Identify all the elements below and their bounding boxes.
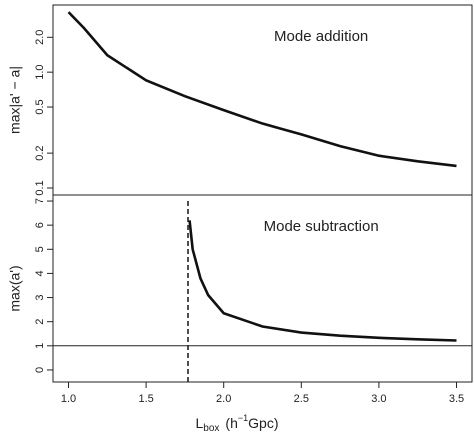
- y-tick-label: 5: [34, 246, 46, 252]
- y-axis-title: max|a' − a|: [7, 66, 23, 134]
- x-tick-label: 2.5: [294, 393, 309, 405]
- y-tick-label: 0.5: [34, 99, 46, 114]
- x-axis-title: Lbox (h−1Gpc): [196, 413, 279, 433]
- y-tick-label: 2.0: [34, 30, 46, 45]
- x-tick-label: 2.0: [216, 393, 231, 405]
- y-tick-label: 4: [34, 270, 46, 276]
- annotation: Mode subtraction: [264, 218, 379, 235]
- data-line: [67, 11, 457, 168]
- y-tick-label: 6: [34, 222, 46, 228]
- y-axis-title: max(a'): [7, 265, 23, 311]
- y-tick-label: 3: [34, 294, 46, 300]
- y-tick-label: 0.1: [34, 180, 46, 195]
- y-tick-label: 2: [34, 319, 46, 325]
- x-tick-label: 1.0: [61, 393, 76, 405]
- x-tick-label: 3.5: [449, 393, 464, 405]
- y-tick-label: 7: [34, 198, 46, 204]
- y-tick-label: 0: [34, 367, 46, 373]
- plot-frame: [52, 4, 473, 383]
- x-tick-label: 3.0: [371, 393, 386, 405]
- y-tick-label: 1.0: [34, 65, 46, 80]
- data-line: [188, 220, 457, 342]
- annotation: Mode addition: [274, 28, 368, 45]
- x-tick-label: 1.5: [138, 393, 153, 405]
- y-tick-label: 0.2: [34, 145, 46, 160]
- y-tick-label: 1: [34, 343, 46, 349]
